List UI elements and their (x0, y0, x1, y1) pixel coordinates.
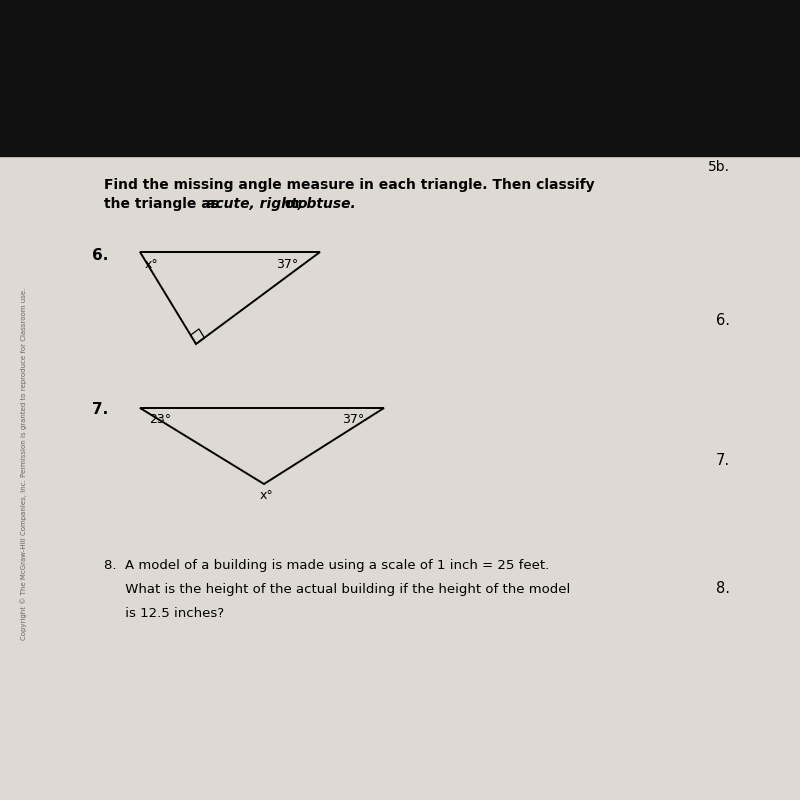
Text: 37°: 37° (342, 413, 365, 426)
Text: What is the height of the actual building if the height of the model: What is the height of the actual buildin… (104, 583, 570, 596)
Text: 8.  A model of a building is made using a scale of 1 inch = 25 feet.: 8. A model of a building is made using a… (104, 559, 550, 572)
Text: 23°: 23° (150, 413, 172, 426)
Text: or: or (280, 198, 306, 211)
Text: 8.: 8. (716, 581, 730, 596)
Text: 6.: 6. (92, 248, 108, 263)
Text: 7.: 7. (92, 402, 108, 418)
Text: Copyright © The McGraw-Hill Companies, Inc. Permission is granted to reproduce f: Copyright © The McGraw-Hill Companies, I… (20, 288, 26, 640)
Text: 7.: 7. (716, 453, 730, 468)
Text: obtuse.: obtuse. (298, 198, 356, 211)
Text: acute, right,: acute, right, (206, 198, 303, 211)
Text: b.  a desk 6 feet long; 1.5 inches = 0.5 feet: b. a desk 6 feet long; 1.5 inches = 0.5 … (124, 139, 397, 152)
Text: is 12.5 inches?: is 12.5 inches? (104, 607, 224, 620)
Text: 6.: 6. (716, 313, 730, 328)
Text: x°: x° (259, 489, 274, 502)
Text: eter = 16.5 meters: eter = 16.5 meters (480, 129, 594, 142)
Text: 37°: 37° (276, 258, 298, 271)
Text: 5b.: 5b. (708, 160, 730, 174)
Text: x°: x° (145, 258, 158, 271)
Text: the triangle as: the triangle as (104, 198, 224, 211)
Text: Find the missing angle measure in each triangle. Then classify: Find the missing angle measure in each t… (104, 178, 594, 192)
Bar (0, 0, 800, 156)
